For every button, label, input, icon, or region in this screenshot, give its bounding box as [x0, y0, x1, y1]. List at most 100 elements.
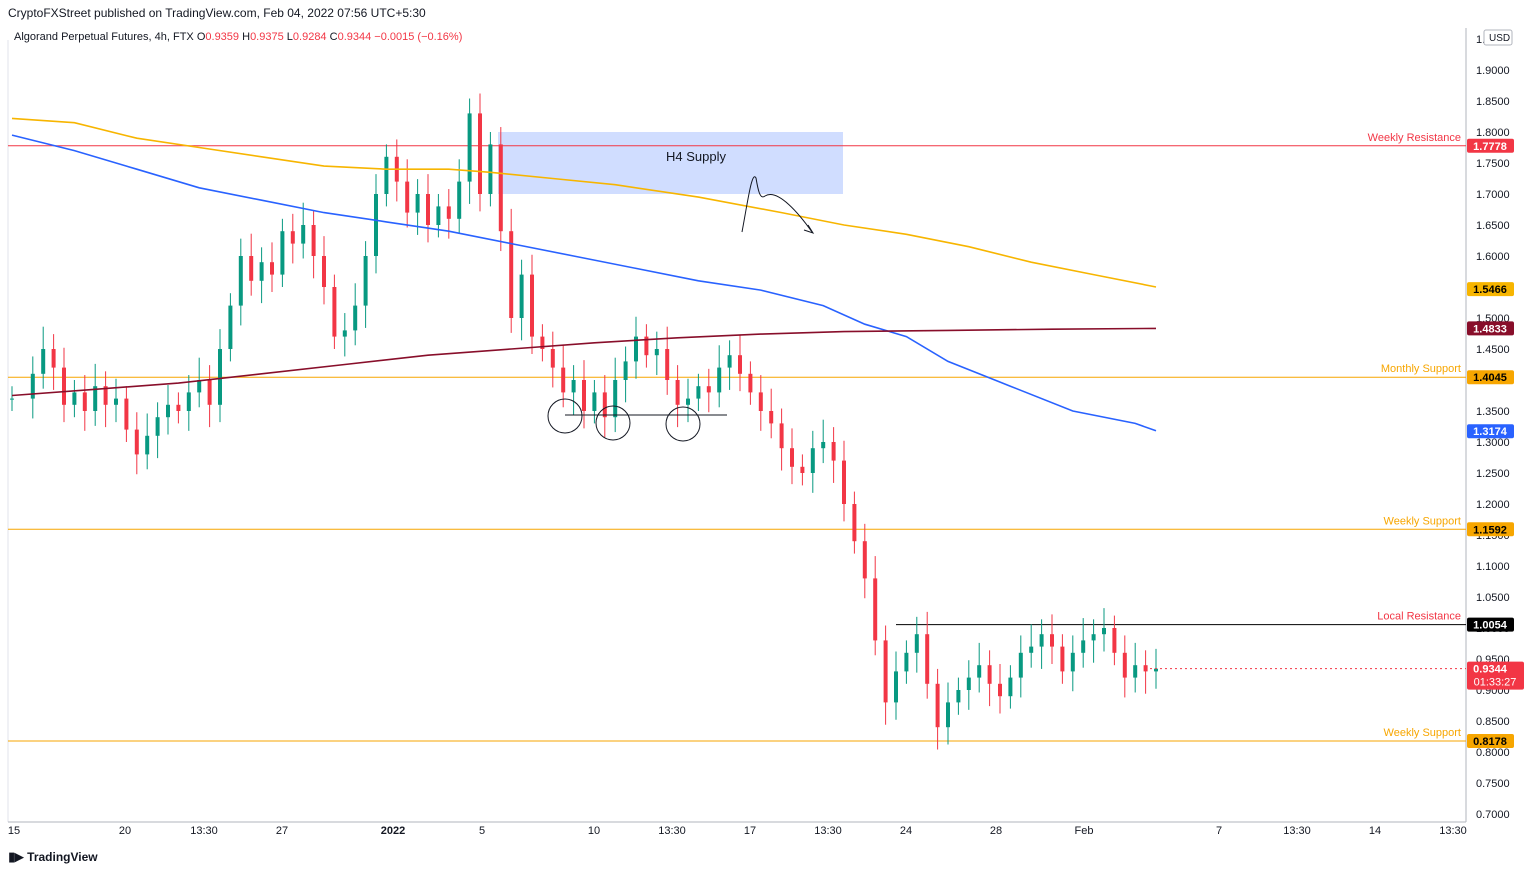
candle-body: [654, 349, 659, 356]
candle-body: [415, 194, 420, 213]
candle-body: [176, 404, 181, 411]
candle-body: [41, 349, 46, 374]
candle-body: [946, 702, 950, 728]
candle-body: [103, 386, 108, 405]
candle-body: [706, 386, 711, 393]
candle-body: [1070, 652, 1075, 672]
candle-body: [134, 429, 139, 455]
candle-body: [800, 466, 805, 473]
ma-price-label: 1.5466: [1473, 284, 1507, 296]
symbol-name: Algorand Perpetual Futures, 4h, FTX: [14, 31, 194, 43]
open-label: O: [196, 31, 206, 43]
candle-body: [977, 665, 982, 678]
candle-body: [145, 435, 150, 455]
candle-body: [259, 262, 264, 281]
moving-average-line: [11, 134, 1157, 432]
y-tick-label: 1.2500: [1476, 468, 1510, 480]
close-label: C: [329, 31, 338, 43]
candle-body: [592, 392, 597, 411]
arrow-head-icon: [803, 224, 815, 234]
y-tick-label: 0.8000: [1476, 747, 1510, 759]
candle-body: [93, 386, 98, 411]
candle-body: [498, 144, 503, 232]
x-tick-label: 13:30: [814, 825, 842, 837]
candle-body: [290, 231, 295, 244]
high-value: 0.9375: [250, 31, 284, 43]
candle-body: [519, 274, 524, 318]
candle-body: [467, 113, 472, 182]
candle-body: [530, 274, 534, 337]
x-tick-label: 14: [1369, 825, 1381, 837]
level-price-tag: [1467, 733, 1514, 748]
candle-body: [1112, 628, 1117, 653]
open-value: 0.9359: [205, 31, 240, 43]
candle-body: [852, 504, 857, 542]
x-tick-label: 17: [744, 825, 756, 837]
candle-body: [280, 231, 285, 275]
ma-price-tag: [1467, 424, 1514, 439]
candle-body: [238, 256, 243, 306]
candle-body: [1081, 640, 1086, 653]
level-price-tag: [1467, 138, 1514, 153]
level-price-label: 1.4045: [1473, 372, 1507, 384]
candle-body: [1154, 668, 1158, 672]
candle-body: [602, 392, 607, 418]
candle-body: [644, 336, 649, 356]
y-tick-label: 1.2000: [1476, 499, 1510, 511]
candle-body: [862, 541, 867, 579]
y-tick-label: 1.6000: [1476, 251, 1510, 263]
x-tick-label: 28: [990, 825, 1002, 837]
candle-body: [124, 398, 129, 430]
ma-price-label: 1.4833: [1473, 323, 1507, 335]
candle-body: [311, 225, 316, 256]
tradingview-logo: ▮▶ TradingView: [8, 849, 98, 865]
candle-body: [10, 398, 14, 400]
level-price-tag: [1467, 370, 1514, 385]
x-tick-label: 27: [276, 825, 288, 837]
currency-box: [1483, 29, 1513, 46]
x-tick-label: 20: [119, 825, 131, 837]
level-price-label: 1.0054: [1473, 620, 1508, 632]
symbol-legend: Algorand Perpetual Futures, 4h, FTX O0.9…: [14, 31, 462, 43]
candle-body: [426, 194, 430, 225]
candle-body: [332, 287, 337, 337]
candle-body: [1133, 665, 1138, 678]
candle-body: [810, 448, 815, 473]
level-name: Local Resistance: [1377, 611, 1461, 623]
level-price-label: 0.8178: [1473, 736, 1507, 748]
pattern-circle: [595, 405, 631, 441]
candle-body: [769, 411, 774, 424]
candle-body: [748, 373, 753, 393]
level-price-tag: [1467, 617, 1514, 632]
candle-body: [155, 417, 160, 436]
supply-zone-label: H4 Supply: [666, 149, 726, 164]
change-value: −0.0015 (−0.16%): [374, 31, 463, 43]
candle-body: [478, 113, 482, 194]
level-price-label: 1.7778: [1473, 141, 1507, 153]
y-tick-label: 1.7000: [1476, 189, 1510, 201]
candle-body: [51, 349, 56, 368]
x-tick-label: 24: [900, 825, 912, 837]
y-tick-label: 0.7000: [1476, 809, 1510, 821]
currency-label: USD: [1489, 33, 1510, 44]
candle-body: [446, 206, 451, 219]
candle-body: [727, 355, 732, 368]
candle-body: [270, 262, 274, 275]
candle-body: [540, 336, 545, 349]
candle-body: [738, 355, 742, 374]
x-tick-label: 5: [479, 825, 485, 837]
level-price-tag: [1467, 522, 1514, 537]
candle-body: [779, 423, 784, 449]
y-tick-label: 1.9000: [1476, 65, 1510, 77]
candle-body: [353, 305, 358, 331]
pattern-circle: [547, 398, 583, 434]
candle-body: [956, 690, 961, 703]
x-tick-label: 13:30: [190, 825, 218, 837]
pattern-circle: [665, 406, 701, 442]
candle-body: [935, 683, 940, 728]
candle-body: [623, 361, 628, 380]
candle-body: [1018, 652, 1023, 678]
candle-body: [114, 398, 118, 405]
candle-body: [405, 181, 410, 213]
